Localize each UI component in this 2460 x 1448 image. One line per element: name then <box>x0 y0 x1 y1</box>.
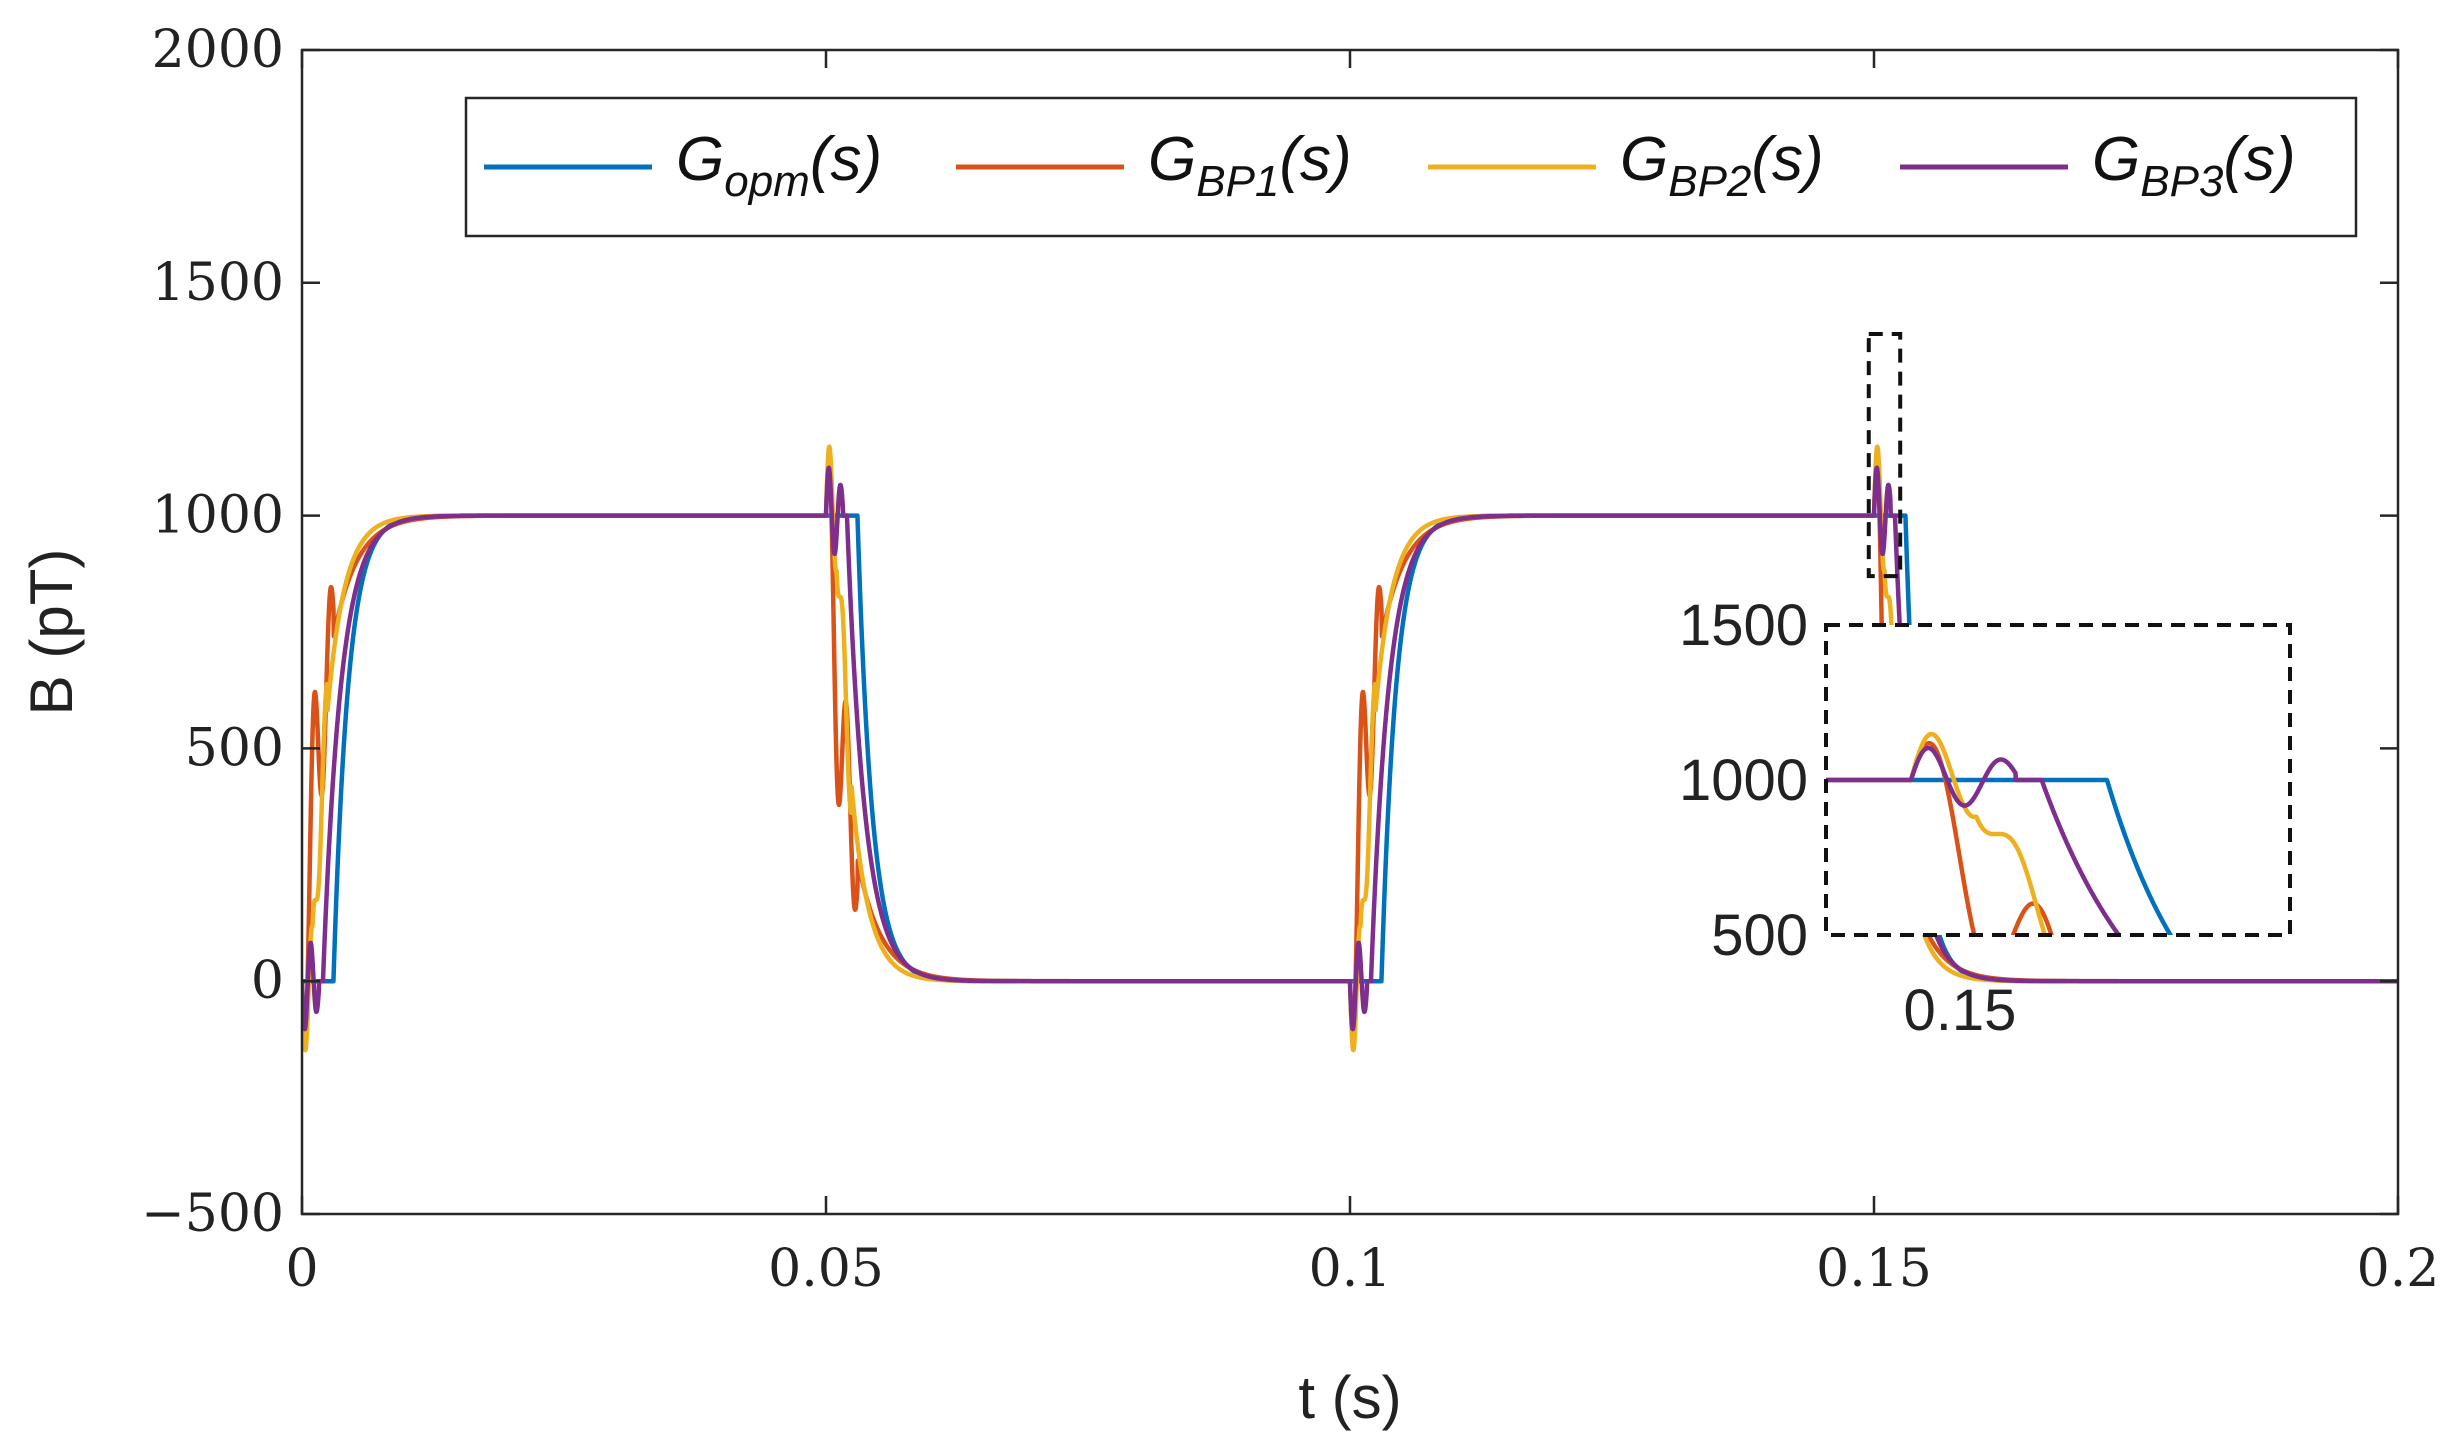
y-tick-label: 2000 <box>152 20 284 80</box>
inset-series-line-4 <box>1826 745 2122 935</box>
x-tick-label: 0.2 <box>2357 1239 2440 1299</box>
x-tick-label: 0 <box>285 1239 318 1299</box>
y-tick-labels: −500 0 500 1000 1500 2000 <box>141 20 284 1244</box>
legend-label-3: GBP2(s) <box>1620 125 1824 206</box>
inset-border <box>1824 623 2292 937</box>
tick-marks <box>300 48 2400 1216</box>
legend-label-2: GBP1(s) <box>1148 125 1352 206</box>
legend-label-4: GBP3(s) <box>2092 125 2296 206</box>
series-group <box>302 444 2398 1053</box>
inset-x-tick-label: 0.15 <box>1904 978 2017 1043</box>
y-tick-label: 500 <box>185 718 284 778</box>
y-tick-label: −500 <box>141 1184 284 1244</box>
inset-axes: 500 1000 1500 0.15 <box>1679 593 2292 1043</box>
y-axis-label: B (pT) <box>18 549 85 716</box>
inset-series-group <box>1826 731 2174 935</box>
inset-tick-labels: 500 1000 1500 <box>1679 593 1808 968</box>
y-tick-label: 0 <box>251 951 284 1011</box>
x-tick-label: 0.1 <box>1309 1239 1392 1299</box>
legend: Gopm(s) GBP1(s) GBP2(s) GBP3(s) <box>464 96 2358 238</box>
inset-y-tick-label: 1500 <box>1679 593 1808 658</box>
x-tick-label: 0.15 <box>1816 1239 1932 1299</box>
x-tick-label: 0.05 <box>768 1239 884 1299</box>
y-tick-label: 1500 <box>152 253 284 313</box>
x-axis-label: t (s) <box>1298 1364 1401 1431</box>
series-line-4 <box>302 465 2398 1032</box>
y-tick-label: 1000 <box>152 486 284 546</box>
legend-label-1: Gopm(s) <box>676 125 882 206</box>
x-tick-labels: 0 0.05 0.1 0.15 0.2 <box>285 1239 2439 1299</box>
zoom-region-box <box>1866 332 1903 579</box>
inset-y-tick-label: 1000 <box>1679 748 1808 813</box>
inset-y-tick-label: 500 <box>1711 903 1808 968</box>
